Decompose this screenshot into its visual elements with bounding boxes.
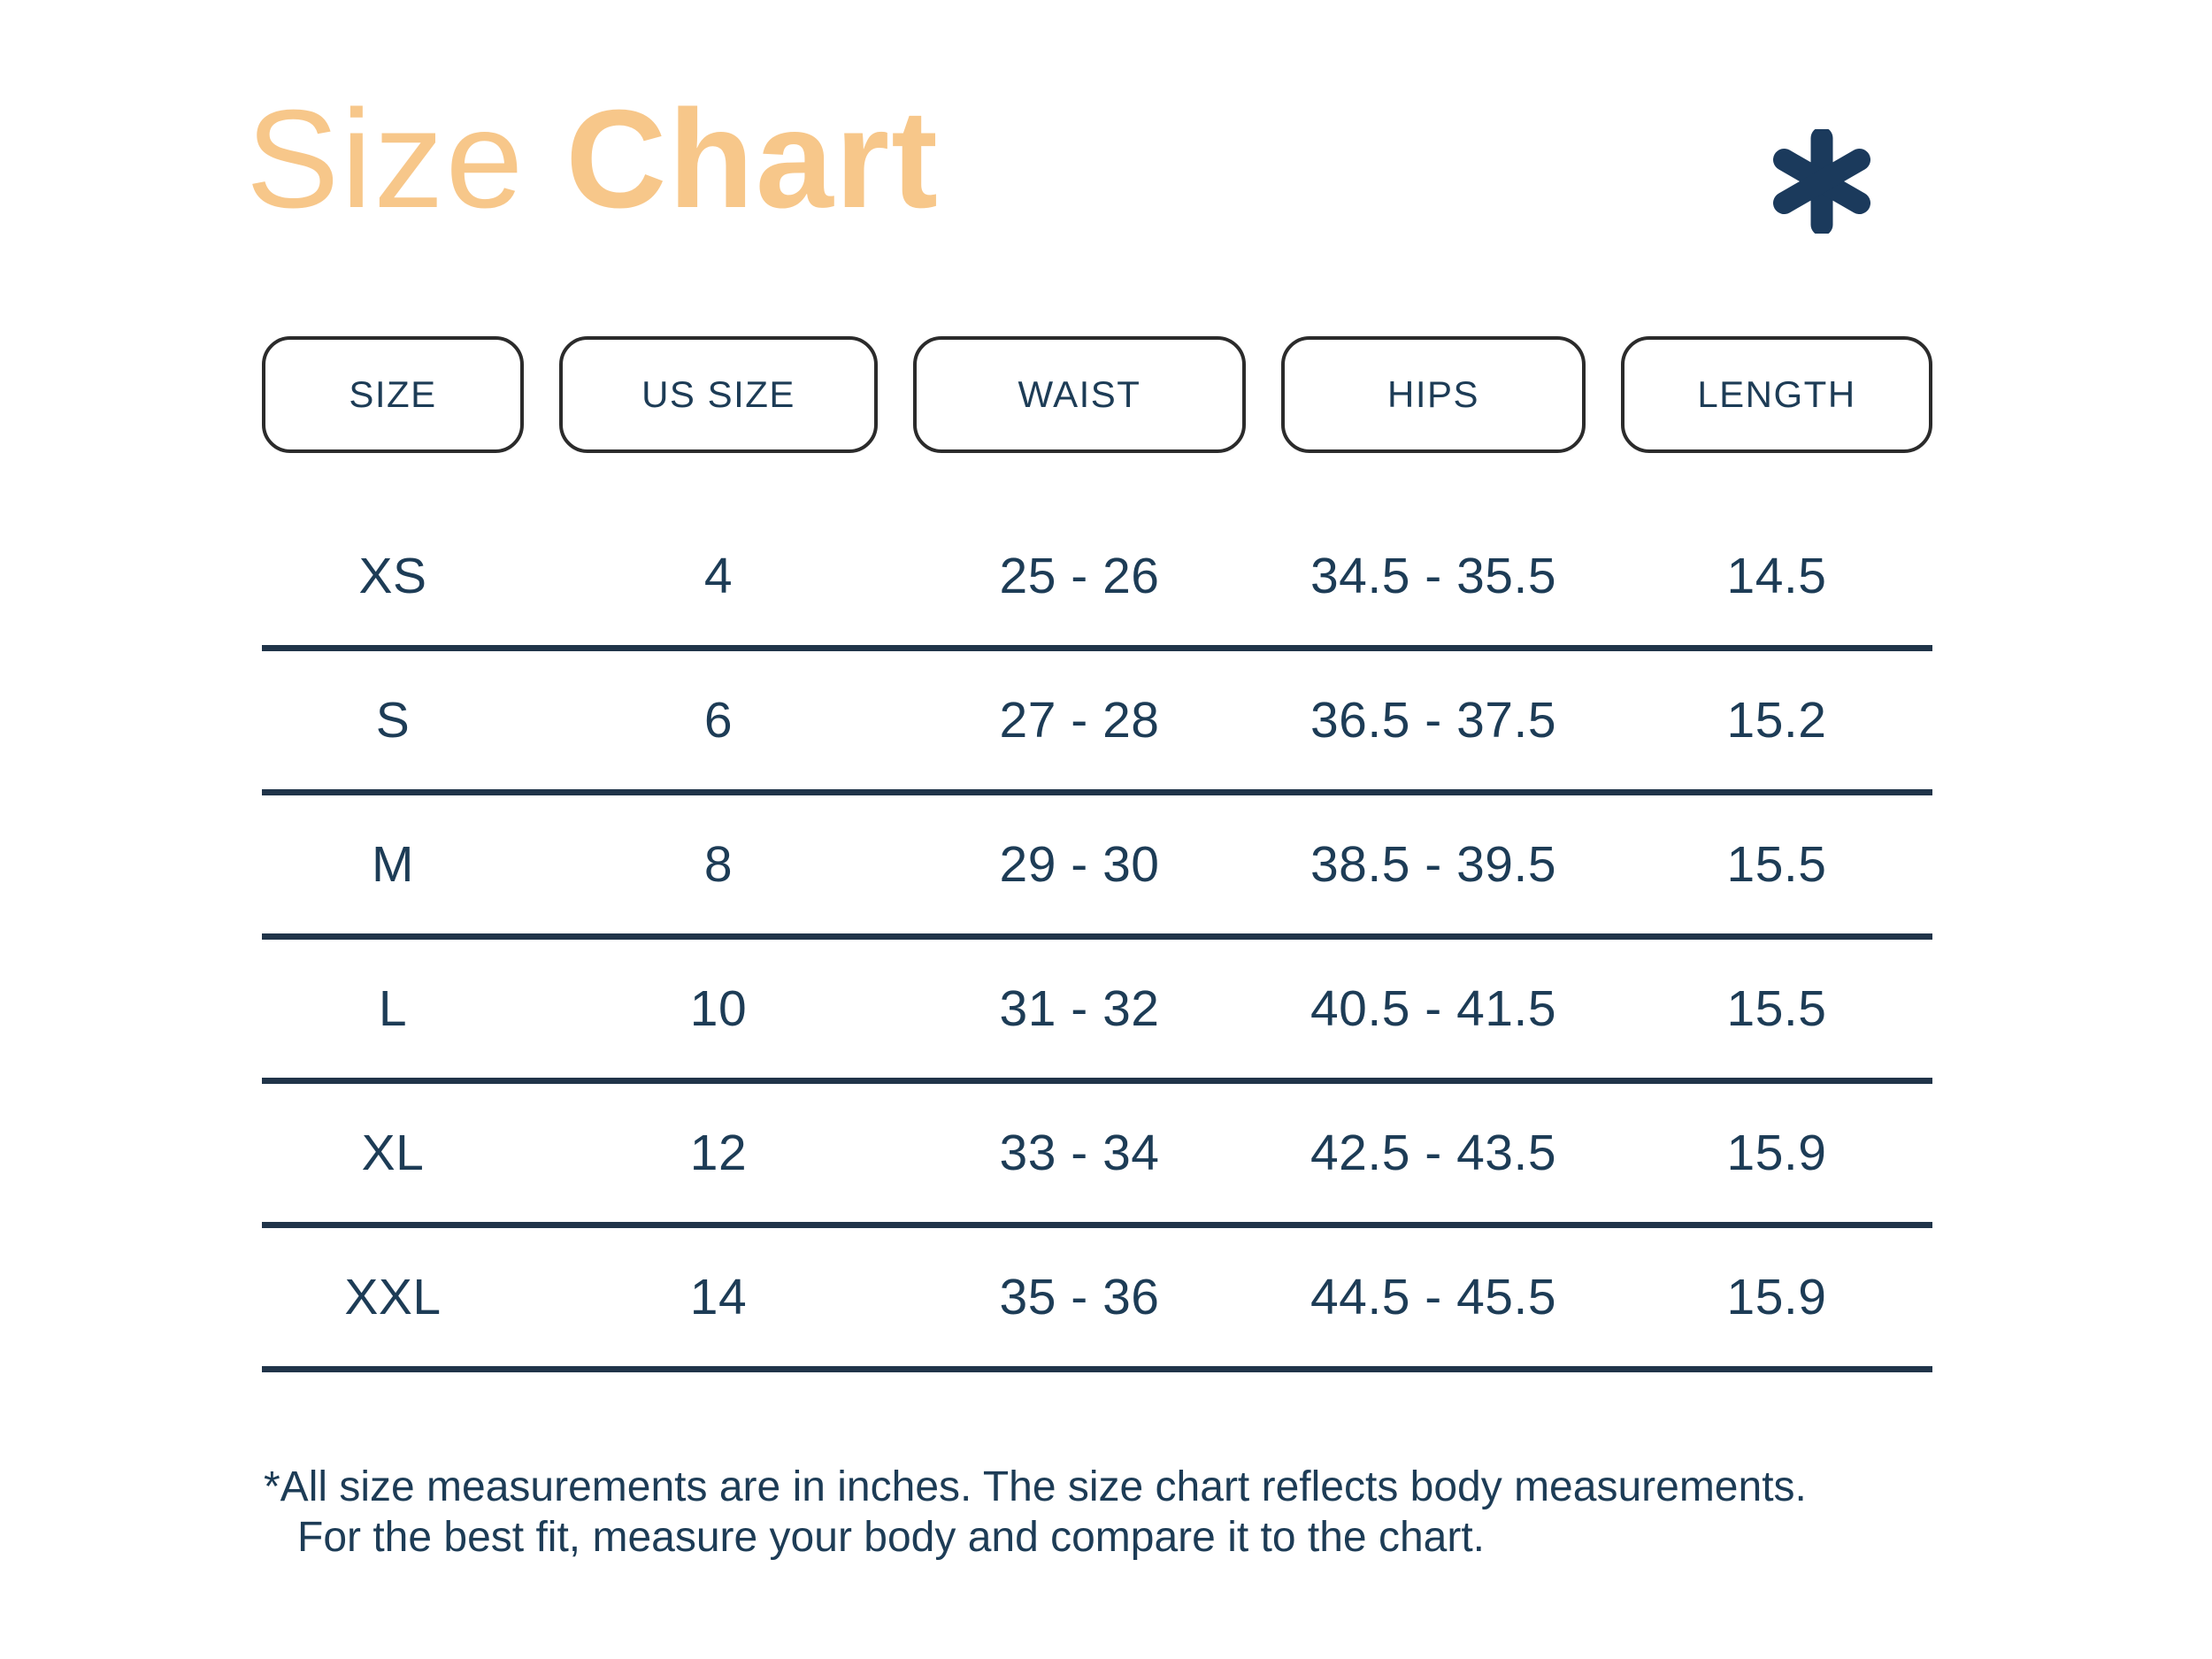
cell-hips: 44.5 - 45.5 — [1310, 1269, 1557, 1325]
cell-size: XS — [358, 548, 427, 604]
cell-waist: 35 - 36 — [999, 1269, 1160, 1325]
footnote: *All size measurements are in inches. Th… — [264, 1462, 1807, 1563]
footnote-line-1: *All size measurements are in inches. Th… — [264, 1463, 1807, 1510]
cell-ussize: 4 — [703, 548, 733, 604]
cell-ussize: 6 — [703, 692, 733, 749]
cell-waist: 31 - 32 — [999, 980, 1160, 1037]
size-table: XS 4 25 - 26 34.5 - 35.5 14.5 S 6 27 - 2… — [262, 507, 1932, 1372]
cell-length: 15.9 — [1726, 1269, 1827, 1325]
header-pill-hips: HIPS — [1281, 336, 1586, 453]
cell-length: 15.2 — [1726, 692, 1827, 749]
cell-ussize: 10 — [689, 980, 748, 1037]
cell-hips: 36.5 - 37.5 — [1310, 692, 1557, 749]
table-row-m: M 8 29 - 30 38.5 - 39.5 15.5 — [262, 795, 1932, 940]
table-row-xl: XL 12 33 - 34 42.5 - 43.5 15.9 — [262, 1084, 1932, 1228]
cell-ussize: 12 — [689, 1125, 748, 1181]
page-title-bold: Chart — [565, 81, 940, 237]
cell-length: 14.5 — [1726, 548, 1827, 604]
header-pill-us-size: US SIZE — [559, 336, 878, 453]
cell-length: 15.5 — [1726, 836, 1827, 893]
table-header-row: SIZE US SIZE WAIST HIPS LENGTH — [262, 336, 1932, 453]
cell-hips: 38.5 - 39.5 — [1310, 836, 1557, 893]
cell-hips: 40.5 - 41.5 — [1310, 980, 1557, 1037]
footnote-line-2: For the best fit, measure your body and … — [297, 1514, 1486, 1561]
table-row-xs: XS 4 25 - 26 34.5 - 35.5 14.5 — [262, 507, 1932, 651]
table-row-l: L 10 31 - 32 40.5 - 41.5 15.5 — [262, 940, 1932, 1084]
cell-size: S — [375, 692, 411, 749]
page-title: Size Chart — [246, 88, 940, 230]
cell-size: XL — [361, 1125, 425, 1181]
cell-size: L — [378, 980, 408, 1037]
cell-hips: 42.5 - 43.5 — [1310, 1125, 1557, 1181]
cell-ussize: 14 — [689, 1269, 748, 1325]
header-pill-waist: WAIST — [913, 336, 1246, 453]
cell-length: 15.5 — [1726, 980, 1827, 1037]
table-row-s: S 6 27 - 28 36.5 - 37.5 15.2 — [262, 651, 1932, 795]
cell-waist: 25 - 26 — [999, 548, 1160, 604]
header-pill-length: LENGTH — [1621, 336, 1932, 453]
cell-length: 15.9 — [1726, 1125, 1827, 1181]
cell-waist: 33 - 34 — [999, 1125, 1160, 1181]
cell-size: XXL — [344, 1269, 442, 1325]
header-pill-size: SIZE — [262, 336, 524, 453]
asterisk-icon — [1773, 129, 1870, 234]
table-row-xxl: XXL 14 35 - 36 44.5 - 45.5 15.9 — [262, 1228, 1932, 1372]
cell-waist: 29 - 30 — [999, 836, 1160, 893]
cell-hips: 34.5 - 35.5 — [1310, 548, 1557, 604]
cell-ussize: 8 — [703, 836, 733, 893]
cell-size: M — [372, 836, 414, 893]
page-title-regular: Size — [246, 81, 566, 237]
cell-waist: 27 - 28 — [999, 692, 1160, 749]
